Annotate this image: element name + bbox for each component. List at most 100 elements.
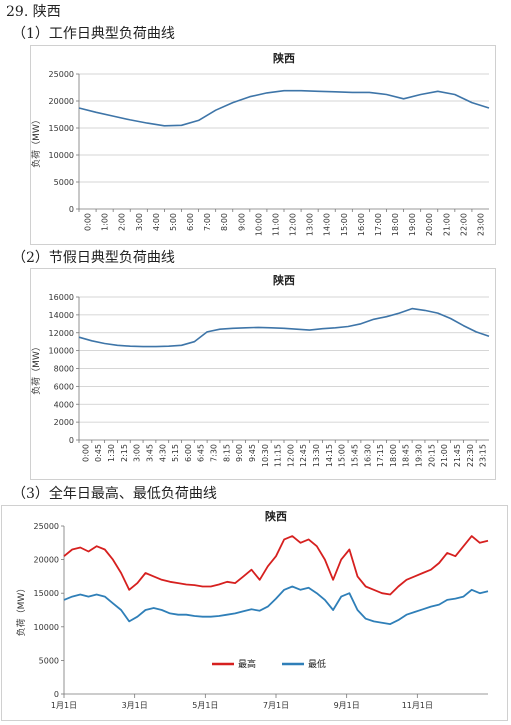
x-tick-label: 15:00 (338, 444, 347, 467)
x-tick-label: 12:00 (286, 444, 295, 467)
x-tick-label: 10:30 (261, 444, 270, 467)
x-tick-label: 11:00 (271, 213, 280, 236)
y-tick-label: 0 (54, 690, 59, 699)
legend-label: 最高 (238, 658, 256, 670)
x-tick-label: 13:30 (312, 444, 321, 467)
y-axis-label: 负荷（MW） (31, 342, 42, 395)
x-tick-label: 18:45 (402, 444, 411, 467)
x-tick-label: 19:30 (415, 444, 424, 467)
y-tick-label: 16000 (49, 293, 74, 302)
x-tick-label: 6:00 (186, 213, 195, 231)
x-tick-label: 4:00 (152, 213, 161, 231)
subheading-annual: （3）全年日最高、最低负荷曲线 (12, 486, 217, 502)
y-tick-label: 0 (69, 436, 74, 445)
x-tick-label: 17:15 (376, 444, 385, 467)
x-tick-label: 9:00 (237, 213, 246, 231)
y-tick-label: 0 (69, 205, 74, 214)
y-tick-label: 4000 (54, 400, 74, 409)
x-tick-label: 1:00 (101, 213, 110, 231)
x-tick-label: 9:00 (235, 444, 244, 462)
y-tick-label: 20000 (49, 97, 74, 106)
chart-panel-annual: 陕西 负荷（MW） 0 5000 10000 15000 20000 25000 1月1日 3月1… (1, 505, 508, 721)
x-tick-label: 3:45 (145, 444, 154, 462)
x-tick-label: 3:00 (133, 444, 142, 462)
series-line-series1 (63, 585, 489, 625)
y-tick-label: 2000 (54, 418, 74, 427)
section-heading: 29. 陕西 (6, 4, 61, 20)
chart-title: 陕西 (273, 51, 295, 65)
y-tick-label: 15000 (49, 124, 74, 133)
x-tick-label: 2:00 (118, 213, 127, 231)
y-axis-label: 负荷（MW） (31, 115, 42, 168)
x-tick-label: 10:00 (254, 213, 263, 236)
x-tick-label: 22:30 (466, 444, 475, 467)
x-tick-label: 21:00 (442, 213, 451, 236)
x-tick-label: 3月1日 (122, 701, 148, 710)
x-tick-label: 9月1日 (334, 701, 360, 710)
x-tick-label: 21:00 (440, 444, 449, 467)
x-tick-label: 4:30 (158, 444, 167, 462)
x-tick-label: 1:30 (107, 444, 116, 462)
x-tick-label: 7:30 (210, 444, 219, 462)
x-tick-label: 0:45 (94, 444, 103, 462)
legend-label: 最低 (308, 658, 326, 670)
x-tick-label: 13:00 (306, 213, 315, 236)
y-tick-label: 20000 (34, 556, 59, 565)
x-tick-label: 12:00 (289, 213, 298, 236)
x-tick-label: 5:15 (171, 444, 180, 462)
chart-panel-holiday: 陕西负荷（MW） 0 2000 4000 6000 8000 10000 12000 14000… (30, 268, 496, 480)
y-tick-label: 8000 (54, 365, 74, 374)
y-tick-label: 25000 (49, 70, 74, 79)
x-tick-label: 0:00 (84, 213, 93, 231)
y-tick-label: 5000 (39, 656, 59, 665)
y-tick-label: 14000 (49, 311, 74, 320)
y-tick-label: 6000 (54, 382, 74, 391)
x-tick-label: 7:00 (203, 213, 212, 231)
x-tick-label: 9:45 (248, 444, 257, 462)
y-tick-label: 12000 (49, 329, 74, 338)
x-tick-label: 18:00 (391, 213, 400, 236)
y-tick-label: 5000 (54, 178, 74, 187)
x-tick-label: 14:00 (323, 213, 332, 236)
x-tick-label: 16:30 (363, 444, 372, 467)
x-tick-label: 5月1日 (192, 701, 218, 710)
y-tick-label: 10000 (49, 347, 74, 356)
subheading-holiday: （2）节假日典型负荷曲线 (12, 250, 175, 266)
x-tick-label: 7月1日 (263, 701, 289, 710)
x-tick-label: 6:00 (184, 444, 193, 462)
x-tick-label: 8:15 (222, 444, 231, 462)
x-tick-label: 3:00 (135, 213, 144, 231)
x-tick-label: 12:45 (299, 444, 308, 467)
x-tick-label: 5:00 (169, 213, 178, 231)
x-tick-label: 22:00 (459, 213, 468, 236)
x-tick-label: 23:15 (479, 444, 488, 467)
x-tick-label: 20:15 (427, 444, 436, 467)
x-tick-label: 17:00 (374, 213, 383, 236)
x-tick-label: 14:15 (325, 444, 334, 467)
y-axis-label: 负荷（MW） (15, 584, 27, 637)
x-tick-label: 6:45 (197, 444, 206, 462)
x-tick-label: 2:15 (120, 444, 129, 462)
x-tick-label: 18:00 (389, 444, 398, 467)
chart-title: 陕西 (273, 273, 295, 287)
chart-title: 陕西 (265, 509, 287, 523)
x-tick-label: 20:00 (425, 213, 434, 236)
x-tick-label: 11:15 (274, 444, 283, 467)
series-line-load (78, 89, 490, 127)
x-tick-label: 21:45 (453, 444, 462, 467)
chart-panel-workday: 陕西负荷（MW） 0 5000 10000 15000 20000 25000 0:00 1:0… (30, 45, 496, 245)
series-line-load (78, 307, 490, 348)
x-tick-label: 15:00 (340, 213, 349, 236)
x-tick-label: 0:00 (81, 444, 90, 462)
x-tick-label: 15:45 (350, 444, 359, 467)
y-tick-label: 10000 (49, 151, 74, 160)
y-tick-label: 10000 (34, 623, 59, 632)
x-tick-label: 16:00 (357, 213, 366, 236)
subheading-workday: （1）工作日典型负荷曲线 (12, 26, 175, 42)
y-tick-label: 15000 (34, 589, 59, 598)
x-tick-label: 19:00 (408, 213, 417, 236)
x-tick-label: 1月1日 (51, 701, 77, 710)
